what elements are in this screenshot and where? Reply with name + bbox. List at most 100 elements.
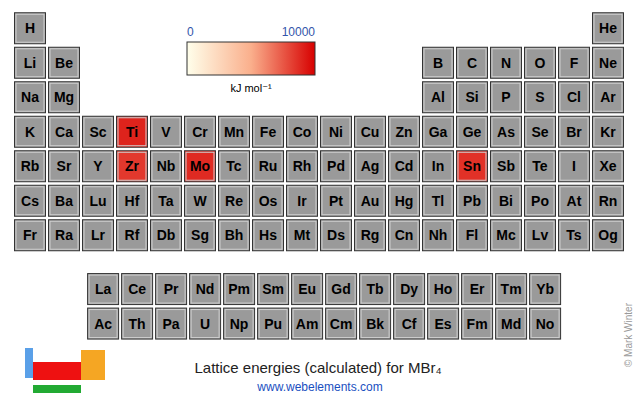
svg-text:Mn: Mn (224, 124, 244, 140)
svg-text:Zn: Zn (395, 124, 412, 140)
svg-text:Ir: Ir (297, 193, 307, 209)
svg-text:U: U (200, 316, 210, 332)
svg-text:Ca: Ca (55, 124, 73, 140)
svg-text:Pb: Pb (463, 193, 481, 209)
svg-text:P: P (501, 89, 510, 105)
svg-text:Pu: Pu (264, 316, 282, 332)
svg-text:Rh: Rh (293, 158, 312, 174)
svg-text:Al: Al (431, 89, 445, 105)
svg-text:Pr: Pr (164, 281, 179, 297)
svg-text:Cn: Cn (395, 227, 414, 243)
svg-text:0: 0 (187, 25, 194, 39)
svg-text:K: K (25, 124, 35, 140)
svg-text:Dy: Dy (400, 281, 418, 297)
svg-text:Am: Am (296, 316, 319, 332)
svg-text:Bi: Bi (499, 193, 513, 209)
svg-text:In: In (432, 158, 444, 174)
svg-text:Hs: Hs (259, 227, 277, 243)
svg-text:Pd: Pd (327, 158, 345, 174)
svg-text:Ts: Ts (566, 227, 582, 243)
svg-text:B: B (433, 55, 443, 71)
svg-text:Hf: Hf (125, 193, 140, 209)
svg-text:Er: Er (470, 281, 485, 297)
svg-text:S: S (535, 89, 544, 105)
svg-text:Fr: Fr (23, 227, 38, 243)
svg-text:Na: Na (21, 89, 39, 105)
svg-text:Fe: Fe (260, 124, 277, 140)
svg-text:Po: Po (531, 193, 549, 209)
svg-text:Sc: Sc (89, 124, 106, 140)
svg-text:Ga: Ga (429, 124, 448, 140)
svg-text:Mt: Mt (294, 227, 311, 243)
svg-text:Ge: Ge (463, 124, 482, 140)
svg-text:Nh: Nh (429, 227, 448, 243)
svg-text:Nb: Nb (157, 158, 176, 174)
svg-text:Te: Te (532, 158, 548, 174)
svg-text:Be: Be (55, 55, 73, 71)
svg-text:Ra: Ra (55, 227, 73, 243)
svg-text:10000: 10000 (282, 25, 316, 39)
svg-text:Eu: Eu (298, 281, 316, 297)
svg-text:Sg: Sg (191, 227, 209, 243)
svg-text:Np: Np (230, 316, 249, 332)
svg-text:Au: Au (361, 193, 380, 209)
svg-text:Cu: Cu (361, 124, 380, 140)
svg-text:Ta: Ta (158, 193, 174, 209)
svg-text:Mc: Mc (496, 227, 516, 243)
svg-text:Ho: Ho (434, 281, 453, 297)
svg-text:Li: Li (24, 55, 36, 71)
svg-text:Tb: Tb (367, 281, 384, 297)
svg-text:W: W (193, 193, 207, 209)
svg-text:I: I (572, 158, 576, 174)
svg-text:Cm: Cm (330, 316, 353, 332)
svg-text:Md: Md (501, 316, 521, 332)
svg-text:Sn: Sn (463, 158, 481, 174)
svg-text:Re: Re (225, 193, 243, 209)
svg-text:V: V (161, 124, 171, 140)
svg-text:Fm: Fm (467, 316, 488, 332)
svg-text:Os: Os (259, 193, 278, 209)
svg-text:Si: Si (465, 89, 478, 105)
svg-text:Pt: Pt (329, 193, 343, 209)
svg-text:Sr: Sr (57, 158, 72, 174)
svg-text:Ds: Ds (327, 227, 345, 243)
svg-text:Co: Co (293, 124, 312, 140)
svg-text:Mo: Mo (190, 158, 210, 174)
svg-text:Tl: Tl (432, 193, 444, 209)
svg-text:Og: Og (598, 227, 617, 243)
svg-text:Pa: Pa (163, 316, 180, 332)
svg-text:Lu: Lu (89, 193, 106, 209)
svg-text:Lr: Lr (91, 227, 106, 243)
svg-text:Tm: Tm (501, 281, 522, 297)
svg-text:Rf: Rf (125, 227, 140, 243)
svg-text:Y: Y (93, 158, 103, 174)
svg-text:Nd: Nd (196, 281, 215, 297)
svg-text:Lattice energies (calculated): Lattice energies (calculated) for MBr₄ (194, 359, 441, 376)
svg-text:La: La (95, 281, 112, 297)
svg-text:Ti: Ti (126, 124, 138, 140)
svg-text:Db: Db (157, 227, 176, 243)
svg-text:Cd: Cd (395, 158, 414, 174)
svg-text:Kr: Kr (600, 124, 616, 140)
svg-text:F: F (570, 55, 579, 71)
svg-text:kJ mol⁻¹: kJ mol⁻¹ (230, 82, 272, 94)
svg-text:C: C (467, 55, 477, 71)
svg-text:Cs: Cs (21, 193, 39, 209)
svg-text:Bk: Bk (366, 316, 384, 332)
svg-text:Ba: Ba (55, 193, 73, 209)
svg-text:Pm: Pm (228, 281, 250, 297)
svg-text:Cf: Cf (402, 316, 417, 332)
svg-text:Zr: Zr (125, 158, 140, 174)
svg-text:Mg: Mg (54, 89, 74, 105)
svg-text:© Mark Winter: © Mark Winter (623, 302, 632, 367)
svg-text:Cl: Cl (567, 89, 581, 105)
svg-text:Fl: Fl (466, 227, 478, 243)
svg-text:Ne: Ne (599, 55, 617, 71)
svg-text:As: As (497, 124, 515, 140)
svg-text:Ni: Ni (329, 124, 343, 140)
svg-text:Th: Th (129, 316, 146, 332)
svg-text:Sm: Sm (262, 281, 284, 297)
svg-text:O: O (535, 55, 546, 71)
svg-text:Ce: Ce (128, 281, 146, 297)
svg-text:Gd: Gd (331, 281, 350, 297)
